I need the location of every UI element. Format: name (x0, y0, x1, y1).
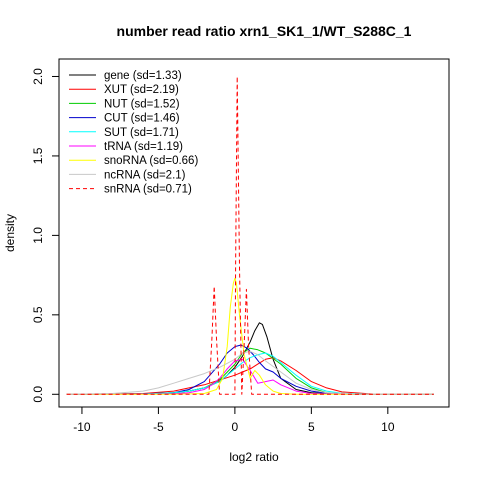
x-axis: -10 -5 0 5 10 (73, 406, 395, 434)
series-line-1 (66, 357, 434, 395)
legend-label: XUT (sd=2.19) (104, 84, 179, 96)
legend-label: gene (sd=1.33) (104, 70, 182, 82)
legend-label: tRNA (sd=1.19) (104, 141, 183, 153)
series-line-6 (66, 277, 434, 395)
legend-label: NUT (sd=1.52) (104, 98, 180, 110)
series-group (66, 76, 434, 395)
legend-label: snoRNA (sd=0.66) (104, 155, 198, 167)
x-tick-label: 0 (232, 420, 239, 434)
series-line-5 (66, 358, 434, 395)
chart-title: number read ratio xrn1_SK1_1/WT_S288C_1 (117, 23, 412, 39)
y-axis-label: density (3, 214, 17, 252)
legend: gene (sd=1.33) XUT (sd=2.19) NUT (sd=1.52)… (69, 70, 198, 196)
x-tick-label: 10 (381, 420, 395, 434)
y-tick-label: 0.5 (31, 306, 45, 323)
y-tick-label: 1.0 (31, 227, 45, 244)
series-line-7 (66, 350, 434, 395)
series-line-8 (66, 76, 434, 395)
y-tick-label: 2.0 (31, 68, 45, 85)
legend-label: CUT (sd=1.46) (104, 113, 180, 125)
x-axis-label: log2 ratio (229, 450, 279, 464)
legend-label: ncRNA (sd=2.1) (104, 169, 186, 181)
y-tick-label: 0.0 (31, 386, 45, 403)
x-tick-label: 5 (308, 420, 315, 434)
legend-label: snRNA (sd=0.71) (104, 184, 192, 196)
x-tick-label: -5 (153, 420, 164, 434)
y-tick-label: 1.5 (31, 147, 45, 164)
legend-label: SUT (sd=1.71) (104, 127, 179, 139)
x-tick-label: -10 (73, 420, 91, 434)
y-axis: 0.0 0.5 1.0 1.5 2.0 (31, 68, 60, 403)
